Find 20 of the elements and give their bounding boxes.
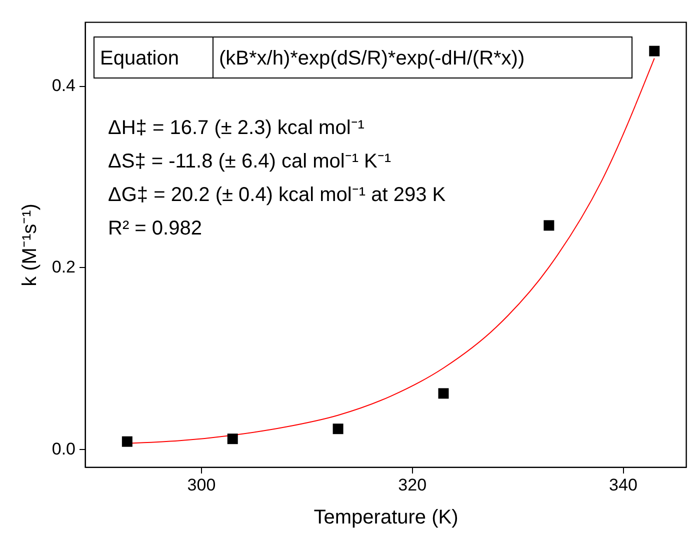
point xyxy=(227,434,238,444)
x-axis-title: Temperature (K) xyxy=(314,506,458,528)
x-tick-label: 300 xyxy=(187,476,216,494)
point xyxy=(438,388,449,399)
annotation: Equation xyxy=(100,48,179,70)
y-axis-title: k (M⁻¹s⁻¹) xyxy=(18,204,41,286)
point xyxy=(122,436,132,447)
annotation: ΔS‡ = -11.8 (± 6.4) cal mol⁻¹ K⁻¹ xyxy=(108,150,392,172)
annotation: (kB*x/h)*exp(dS/R)*exp(-dH/(R*x)) xyxy=(219,48,525,70)
annotation: ΔG‡ = 20.2 (± 0.4) kcal mol⁻¹ at 293 K xyxy=(108,184,446,206)
point xyxy=(649,46,660,56)
annotation: ΔH‡ = 16.7 (± 2.3) kcal mol⁻¹ xyxy=(108,117,365,139)
point xyxy=(544,220,554,231)
x-tick-label: 340 xyxy=(609,476,638,494)
y-tick-label: 0.0 xyxy=(52,439,76,458)
annotation: R² = 0.982 xyxy=(108,218,202,240)
point xyxy=(332,424,344,434)
x-tick-label: 320 xyxy=(398,476,427,494)
y-tick-label: 0.2 xyxy=(52,258,76,277)
y-tick-label: 0.4 xyxy=(52,76,76,96)
